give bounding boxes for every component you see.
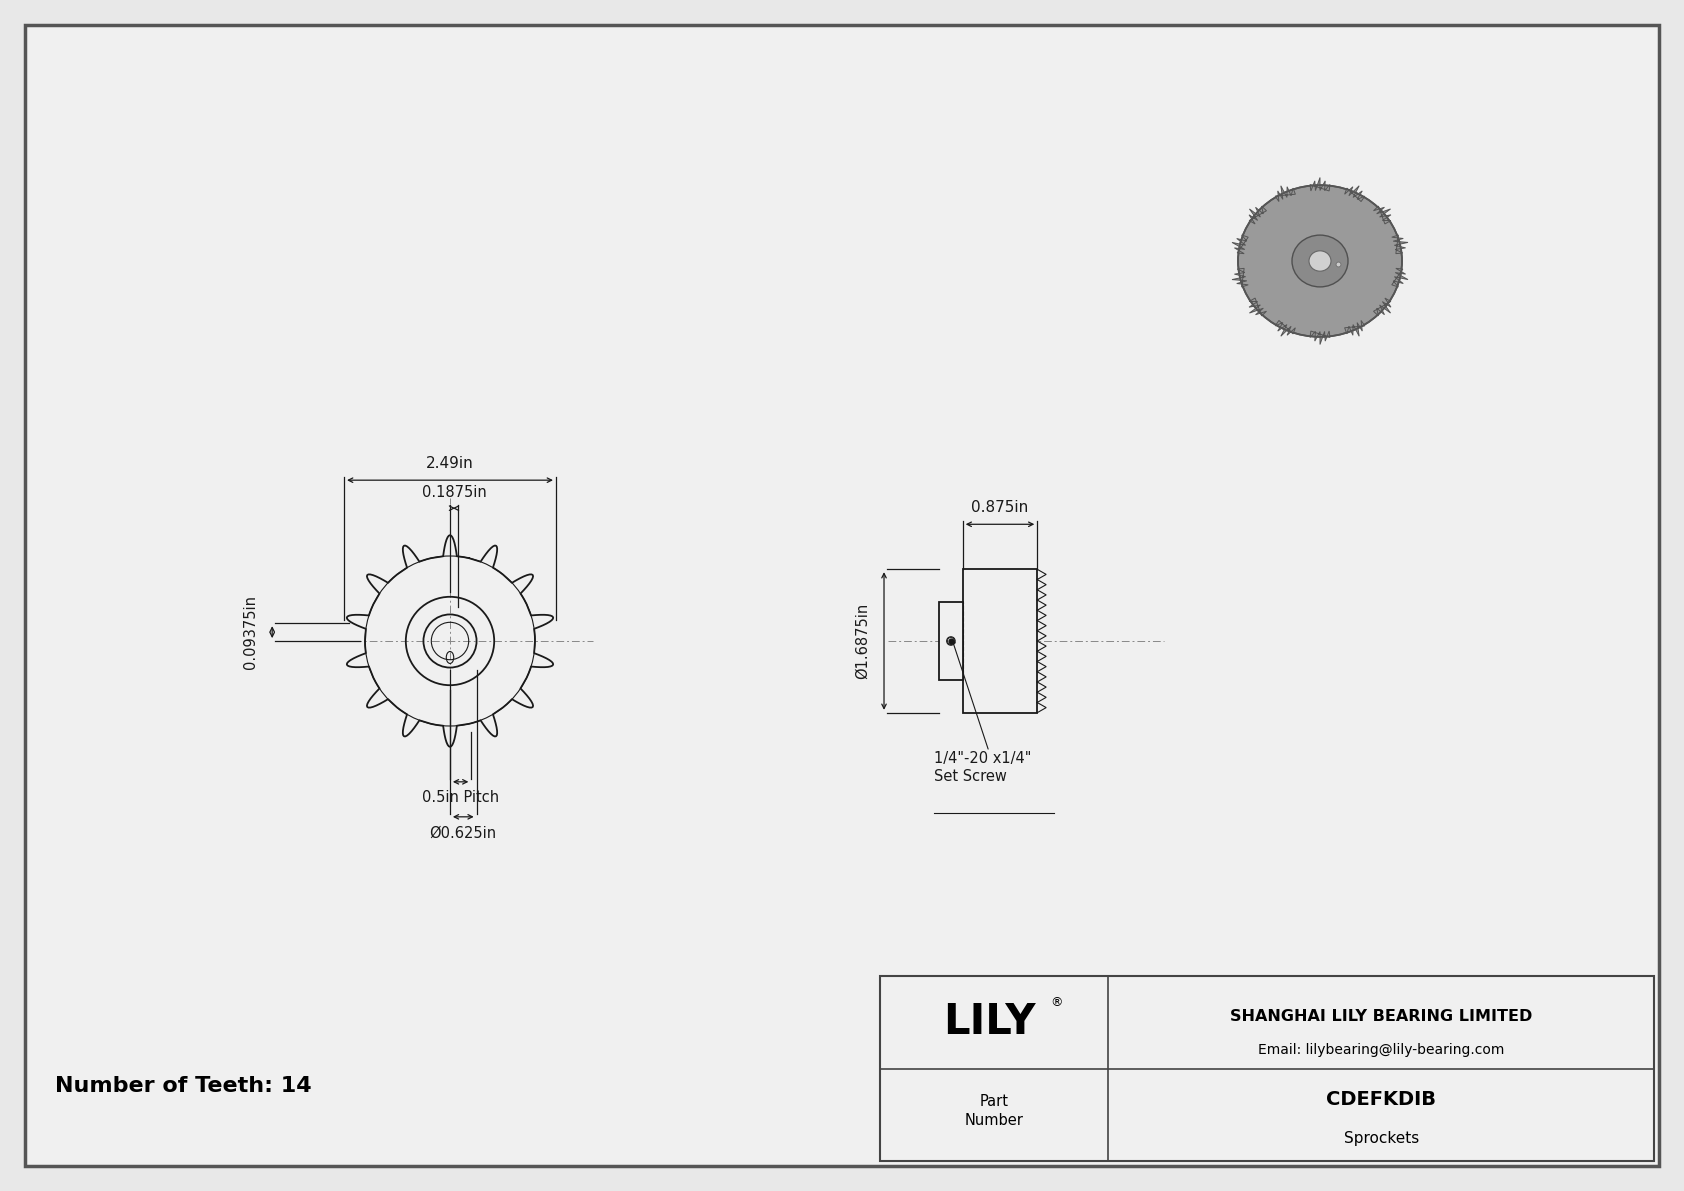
Polygon shape	[1275, 186, 1295, 201]
Bar	[940, 601, 963, 680]
Ellipse shape	[1308, 251, 1330, 272]
Text: 1/4"-20 x1/4"
Set Screw: 1/4"-20 x1/4" Set Screw	[935, 750, 1031, 785]
Text: Number of Teeth: 14: Number of Teeth: 14	[56, 1075, 312, 1096]
Polygon shape	[1250, 298, 1266, 316]
Polygon shape	[1391, 235, 1408, 254]
Text: 0.09375in: 0.09375in	[242, 596, 258, 669]
Ellipse shape	[1292, 235, 1347, 287]
Polygon shape	[1374, 298, 1391, 316]
Polygon shape	[1310, 331, 1330, 344]
Bar	[963, 569, 1037, 712]
Text: ®: ®	[1049, 996, 1063, 1009]
Text: 2.49in: 2.49in	[426, 456, 473, 470]
Text: Sprockets: Sprockets	[1344, 1131, 1420, 1146]
Polygon shape	[1344, 320, 1364, 336]
Polygon shape	[1233, 235, 1248, 254]
Text: Ø1.6875in: Ø1.6875in	[854, 603, 869, 679]
Polygon shape	[1391, 268, 1408, 287]
Text: LILY: LILY	[943, 1002, 1036, 1043]
Text: 0.5in Pitch: 0.5in Pitch	[423, 791, 498, 805]
Polygon shape	[1310, 177, 1330, 191]
Text: Part
Number: Part Number	[965, 1095, 1024, 1128]
Polygon shape	[1374, 206, 1391, 224]
Text: 0.1875in: 0.1875in	[421, 485, 487, 500]
Polygon shape	[1275, 320, 1295, 336]
Ellipse shape	[1238, 185, 1403, 337]
Text: Email: lilybearing@lily-bearing.com: Email: lilybearing@lily-bearing.com	[1258, 1043, 1504, 1056]
Polygon shape	[1250, 206, 1266, 224]
Polygon shape	[1233, 268, 1248, 287]
Polygon shape	[1344, 186, 1364, 201]
Text: Ø0.625in: Ø0.625in	[429, 825, 497, 841]
Text: SHANGHAI LILY BEARING LIMITED: SHANGHAI LILY BEARING LIMITED	[1229, 1009, 1532, 1024]
Text: 0.875in: 0.875in	[972, 500, 1029, 515]
Text: CDEFKDIB: CDEFKDIB	[1327, 1091, 1436, 1110]
Bar	[881, 975, 1654, 1161]
